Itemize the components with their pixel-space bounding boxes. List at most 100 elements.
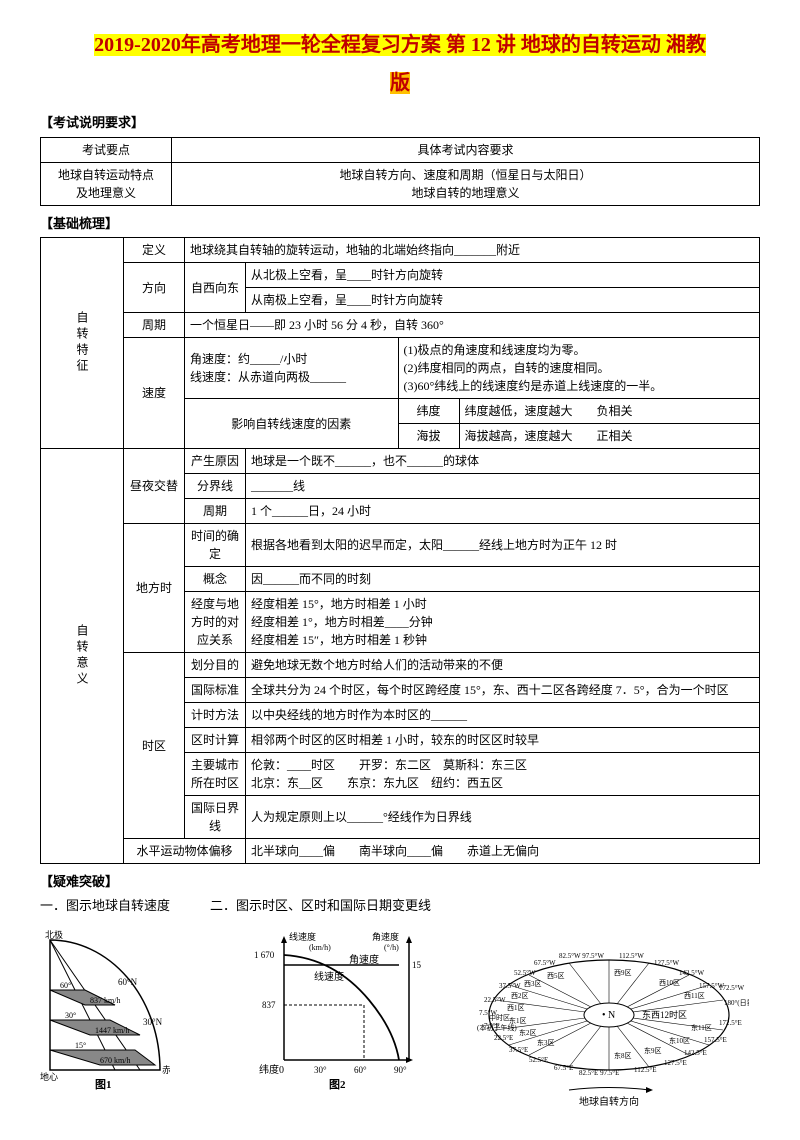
svg-text:90°: 90° (394, 1065, 407, 1075)
svg-text:15: 15 (412, 960, 422, 970)
svg-text:30°: 30° (314, 1065, 327, 1075)
svg-text:西3区: 西3区 (524, 980, 542, 988)
row-speed: 速度 (124, 338, 185, 449)
svg-text:112.5°E: 112.5°E (634, 1066, 657, 1074)
svg-text:142.5°E: 142.5°E (684, 1049, 707, 1057)
day-night: 昼夜交替 (124, 449, 185, 524)
svg-text:西11区: 西11区 (684, 992, 705, 1000)
svg-text:670 km/h: 670 km/h (100, 1056, 130, 1065)
section-3-label: 【疑难突破】 (40, 872, 760, 892)
svg-text:157.5°E: 157.5°E (704, 1036, 727, 1044)
exam-requirements-table: 考试要点具体考试内容要求 地球自转运动特点 及地理意义地球自转方向、速度和周期（… (40, 137, 760, 206)
svg-text:西10区: 西10区 (659, 979, 680, 987)
svg-text:东2区: 东2区 (519, 1028, 537, 1037)
svg-text:37.5°E: 37.5°E (509, 1046, 528, 1054)
svg-text:地球自转方向: 地球自转方向 (579, 1095, 639, 1108)
row-speed-b: (1)极点的角速度和线速度均为零。 (2)纬度相同的两点，自转的速度相同。 (3… (398, 338, 759, 399)
row-speed-factor: 影响自转线速度的因素 (185, 399, 399, 449)
svg-text:30°: 30° (65, 1011, 76, 1020)
time-zone: 时区 (124, 653, 185, 839)
figure-2: 1 670 837 线速度 (km/h) 角速度 (°/h) 线速度 角速度 1… (254, 930, 448, 1110)
main-content-table: 自转特征 定义 地球绕其自转轴的旋转运动，地轴的北端始终指向_______附近 … (40, 237, 760, 864)
svg-text:东8区: 东8区 (614, 1051, 632, 1060)
svg-text:127.5°W: 127.5°W (654, 959, 680, 967)
svg-text:837: 837 (262, 1000, 276, 1010)
title-rest: 年高考地理一轮全程复习方案 第 12 讲 地球的自转运动 湘教 (181, 34, 706, 56)
svg-text:37.5°W: 37.5°W (499, 982, 521, 990)
deflection: 水平运动物体偏移 (124, 839, 246, 864)
svg-text:赤道: 赤道 (162, 1064, 170, 1075)
local-time: 地方时 (124, 524, 185, 653)
alt: 海拔 (398, 424, 459, 449)
svg-text:东11区: 东11区 (691, 1023, 712, 1032)
svg-text:60°: 60° (354, 1065, 367, 1075)
svg-text:角速度: 角速度 (372, 931, 399, 942)
svg-text:127.5°E: 127.5°E (664, 1059, 687, 1067)
svg-text:60°: 60° (60, 981, 71, 990)
svg-text:北极: 北极 (45, 930, 63, 940)
svg-text:线速度: 线速度 (314, 970, 344, 983)
rotation-meaning-label: 自转意义 (41, 449, 124, 864)
svg-text:1 670: 1 670 (254, 950, 275, 960)
t1-r1c2: 地球自转方向、速度和周期（恒星日与太阳日） 地球自转的地理意义 (172, 162, 760, 205)
svg-text:线速度: 线速度 (289, 931, 316, 942)
rotation-features-label: 自转特征 (41, 238, 124, 449)
svg-text:22.5°E: 22.5°E (494, 1034, 513, 1042)
t1-h2: 具体考试内容要求 (172, 137, 760, 162)
svg-text:(本初子午线): (本初子午线) (477, 1023, 517, 1032)
svg-text:• N: • N (602, 1010, 615, 1021)
svg-text:东9区: 东9区 (644, 1046, 662, 1055)
svg-text:西1区: 西1区 (507, 1004, 525, 1012)
row-dir-south: 从南极上空看，呈____时针方向旋转 (246, 288, 760, 313)
svg-text:15°: 15° (75, 1041, 86, 1050)
row-dir: 方向 (124, 263, 185, 313)
svg-text:142.5°W: 142.5°W (679, 969, 705, 977)
svg-text:60°N: 60°N (118, 977, 138, 987)
svg-text:角速度: 角速度 (349, 953, 379, 966)
figure-1: 北极 60°N 837 km/h 30°N 1447 km/h 赤道 地心 67… (40, 930, 234, 1110)
main-title: 2019-2020年高考地理一轮全程复习方案 第 12 讲 地球的自转运动 湘教 (40, 30, 760, 60)
t1-h1: 考试要点 (41, 137, 172, 162)
row-dir-north: 从北极上空看，呈____时针方向旋转 (246, 263, 760, 288)
svg-text:112.5°W: 112.5°W (619, 952, 644, 960)
svg-text:西2区: 西2区 (511, 992, 529, 1000)
svg-text:西5区: 西5区 (547, 972, 565, 980)
svg-text:172.5°E: 172.5°E (719, 1019, 742, 1027)
svg-text:52.5°E: 52.5°E (529, 1056, 548, 1064)
dn-cause: 产生原因 (185, 449, 246, 474)
svg-text:30°N: 30°N (143, 1017, 163, 1027)
row-period: 周期 (124, 313, 185, 338)
svg-text:图1: 图1 (95, 1078, 112, 1090)
row-def: 定义 (124, 238, 185, 263)
svg-text:(km/h): (km/h) (309, 943, 331, 952)
t1-r1c1: 地球自转运动特点 及地理意义 (41, 162, 172, 205)
row-def-val: 地球绕其自转轴的旋转运动，地轴的北端始终指向_______附近 (185, 238, 760, 263)
svg-text:西9区: 西9区 (614, 969, 632, 977)
svg-text:837 km/h: 837 km/h (90, 996, 120, 1005)
figure-3: • N 东西12时区 172.5°W 180°(日界线) 172.5°E 7.5… (469, 930, 760, 1110)
svg-text:地心: 地心 (40, 1071, 58, 1082)
lat: 纬度 (398, 399, 459, 424)
svg-text:中时区: 中时区 (489, 1013, 510, 1022)
svg-text:1447 km/h: 1447 km/h (95, 1026, 129, 1035)
diagram-1-title: 一．图示地球自转速度 (40, 896, 170, 916)
svg-text:82.5°E 97.5°E: 82.5°E 97.5°E (579, 1069, 619, 1077)
svg-text:82.5°W 97.5°W: 82.5°W 97.5°W (559, 952, 604, 960)
svg-text:67.5°W: 67.5°W (534, 959, 556, 967)
svg-text:(°/h): (°/h) (384, 943, 399, 952)
subtitle: 版 (40, 68, 760, 98)
title-year: 2019-2020 (94, 34, 181, 56)
svg-text:图2: 图2 (329, 1078, 346, 1090)
svg-text:东3区: 东3区 (537, 1038, 555, 1047)
section-2-label: 【基础梳理】 (40, 214, 760, 234)
svg-text:52.5°W: 52.5°W (514, 969, 536, 977)
svg-text:东西12时区: 东西12时区 (642, 1009, 687, 1020)
diagram-2-title: 二．图示时区、区时和国际日期变更线 (210, 896, 431, 916)
diagrams-row: 北极 60°N 837 km/h 30°N 1447 km/h 赤道 地心 67… (40, 930, 760, 1110)
dn-cause-v: 地球是一个既不______，也不______的球体 (246, 449, 760, 474)
row-dir-we: 自西向东 (185, 263, 246, 313)
svg-text:东10区: 东10区 (669, 1036, 690, 1045)
section-1-label: 【考试说明要求】 (40, 113, 760, 133)
svg-text:纬度0: 纬度0 (259, 1063, 284, 1076)
svg-text:157.5°W: 157.5°W (699, 982, 725, 990)
